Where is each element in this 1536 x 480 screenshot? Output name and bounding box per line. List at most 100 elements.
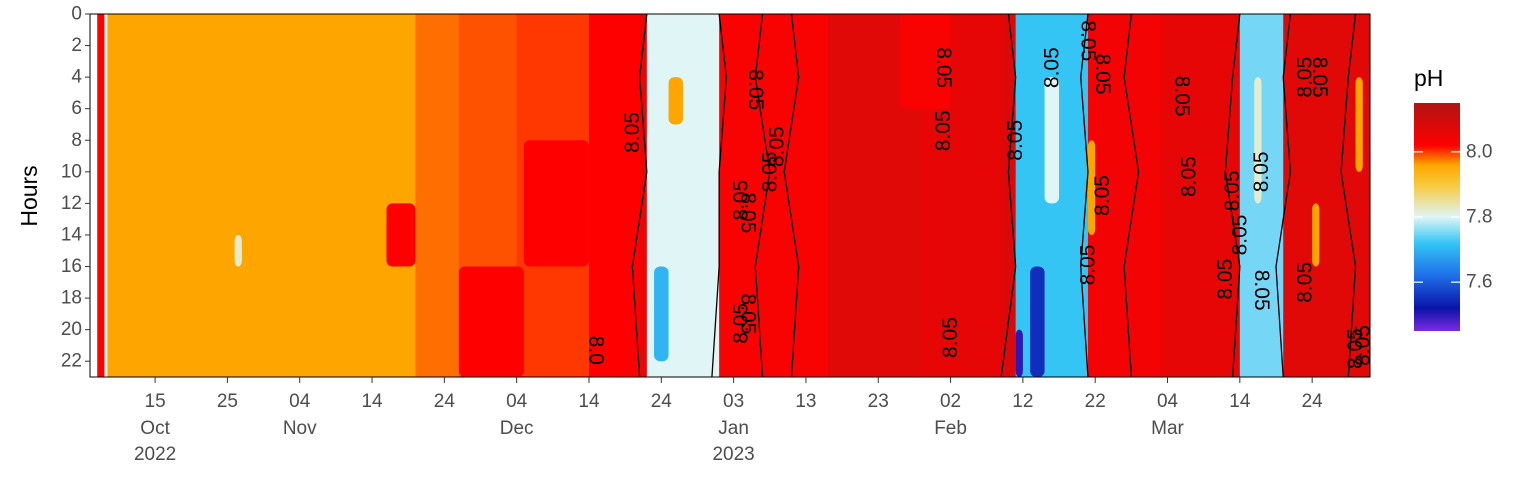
ph-patch [1355, 77, 1363, 172]
x-tick-month-label: Dec [500, 418, 534, 439]
colorbar-title: pH [1414, 65, 1443, 91]
contour-label: 8.05 [932, 110, 955, 151]
y-tick-label: 6 [71, 98, 82, 119]
contour-label: 8.05 [758, 151, 781, 192]
y-tick-label: 10 [61, 161, 82, 182]
ph-band [104, 14, 416, 377]
ph-patch [234, 234, 242, 267]
contour-label: 8.05 [1076, 20, 1099, 61]
y-axis: 0 2 4 6 8 10 12 14 16 18 20 22 [61, 4, 90, 372]
x-tick-day-label: 24 [434, 391, 456, 412]
data-gaps [90, 14, 108, 377]
ph-patch [1030, 266, 1045, 377]
x-tick-month-label: Jan [718, 418, 749, 439]
contour-label: 8.05 [737, 293, 760, 334]
x-tick-month-label: Mar [1151, 418, 1184, 439]
y-tick-label: 4 [71, 67, 82, 88]
ph-band [1283, 14, 1370, 377]
x-axis: 15 Oct 2022 25 04 Nov 14 24 04 Dec 14 24 03 Jan 2023 13… [134, 377, 1323, 465]
contour-label: 8.05 [744, 69, 767, 110]
contour-label: 8.05 [1228, 215, 1251, 256]
contour-label: 8.05 [1178, 156, 1201, 197]
contour-line [783, 14, 800, 377]
colorbar-tick-label: 7.8 [1466, 207, 1492, 228]
x-tick-month-label: Feb [934, 418, 967, 439]
ph-band [1160, 14, 1241, 377]
contour-label: 8.05 [1308, 57, 1331, 98]
ph-band [1239, 14, 1284, 377]
contour-label: 8.0 [585, 336, 608, 365]
contour-label: 8.05 [932, 47, 955, 88]
y-tick-label: 22 [61, 351, 82, 372]
ph-patch [1015, 329, 1023, 377]
x-tick-day-label: 13 [795, 391, 816, 412]
contour-label: 8.05 [1004, 120, 1027, 161]
plot-border [89, 13, 1371, 378]
ph-patches [234, 14, 1363, 377]
x-tick-day-label: 15 [145, 391, 166, 412]
data-gap [104, 14, 108, 377]
contour-label: 8.05 [1351, 325, 1374, 366]
ph-band [415, 14, 460, 377]
x-tick-day-label: 22 [1085, 391, 1106, 412]
contour-labels: 8.058.08.058.058.058.058.058.058.058.058… [585, 20, 1374, 369]
contour-label: 8.05 [1170, 76, 1193, 117]
heatmap-plot-area: 8.058.08.058.058.058.058.058.058.058.058… [90, 14, 1374, 377]
x-tick-day-label: 24 [651, 391, 673, 412]
x-tick-day-label: 04 [506, 391, 528, 412]
x-tick-month-label: Oct [140, 418, 170, 439]
contour-label: 8.05 [729, 303, 752, 344]
contour-line [1275, 14, 1292, 377]
x-tick-day-label: 23 [868, 391, 889, 412]
contour-label: 8.05 [1091, 175, 1114, 216]
contour-line [1123, 14, 1140, 377]
x-tick-day-label: 04 [289, 391, 311, 412]
contour-label: 8.05 [621, 112, 644, 153]
data-gap [90, 14, 98, 377]
ph-patch [523, 140, 589, 267]
ph-patch [668, 77, 683, 125]
y-tick-label: 2 [71, 35, 82, 56]
contour-label: 8.05 [1250, 270, 1273, 311]
x-tick-year-label: 2023 [712, 444, 754, 465]
x-tick-day-label: 12 [1012, 391, 1033, 412]
y-tick-label: 8 [71, 130, 82, 151]
y-tick-label: 12 [61, 193, 82, 214]
colorbar-tick-label: 8.0 [1466, 141, 1492, 162]
x-tick-day-label: 24 [1302, 391, 1324, 412]
ph-band [588, 14, 641, 377]
ph-patch [1044, 77, 1060, 204]
x-tick-day-label: 14 [1229, 391, 1251, 412]
contour-label: 8.05 [1293, 57, 1316, 98]
x-tick-year-label: 2022 [134, 444, 176, 465]
colorbar-tick-label: 7.6 [1466, 272, 1492, 293]
ph-patch [1087, 140, 1096, 235]
x-tick-day-label: 14 [578, 391, 600, 412]
contour-label: 8.05 [939, 317, 962, 358]
contour-label: 8.05 [1076, 245, 1099, 286]
y-tick-label: 18 [61, 288, 82, 309]
y-tick-label: 14 [61, 224, 83, 245]
x-tick-day-label: 14 [361, 391, 383, 412]
contour-line [1000, 14, 1017, 377]
ph-patch [1254, 77, 1262, 204]
contour-label: 8.05 [1344, 328, 1367, 369]
contour-label: 8.05 [737, 192, 760, 233]
ph-patch [1312, 203, 1320, 267]
contour-label: 8.05 [1214, 259, 1237, 300]
contour-label: 8.05 [1293, 262, 1316, 303]
ph-patch [458, 266, 524, 377]
contour-line [754, 14, 771, 377]
contour-label: 8.05 [766, 126, 789, 167]
contour-label: 8.05 [1091, 54, 1114, 95]
y-tick-label: 20 [61, 319, 82, 340]
ph-patch [386, 203, 416, 267]
x-tick-day-label: 25 [217, 391, 238, 412]
ph-patch [899, 14, 951, 109]
ph-band [719, 14, 829, 377]
contour-line [1224, 14, 1241, 377]
contour-line [1080, 14, 1089, 377]
ph-band [1001, 14, 1017, 377]
contour-lines [631, 14, 1357, 377]
